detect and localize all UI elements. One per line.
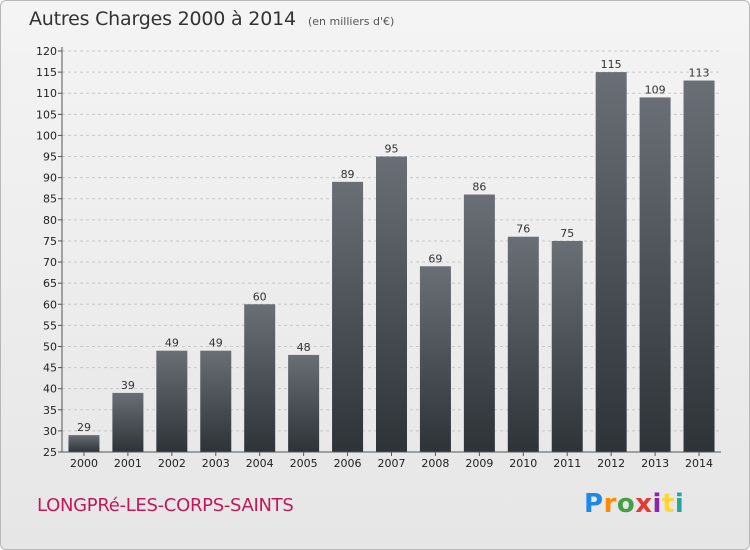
y-tick-label: 50	[43, 340, 57, 353]
x-tick-label: 2000	[70, 457, 98, 470]
y-tick-label: 75	[43, 235, 57, 248]
data-label: 49	[165, 337, 179, 350]
y-tick-label: 100	[36, 129, 57, 142]
x-tick-label: 2013	[641, 457, 669, 470]
data-label: 109	[645, 83, 666, 96]
x-tick-label: 2011	[553, 457, 581, 470]
y-tick-label: 90	[43, 172, 57, 185]
bar-2014	[683, 80, 715, 453]
data-label: 39	[121, 379, 135, 392]
data-label: 86	[472, 181, 486, 194]
data-label: 76	[516, 223, 530, 236]
town-name: LONGPRé-LES-CORPS-SAINTS	[37, 495, 294, 516]
x-tick-label: 2003	[202, 457, 230, 470]
x-tick-label: 2002	[158, 457, 186, 470]
axes: 25 30 35 40 45 50 55 60 65 70 75 80 85 90 95 100 105 110 1…	[36, 45, 721, 470]
data-label: 49	[209, 337, 223, 350]
y-tick-label: 80	[43, 214, 57, 227]
y-tick-label: 70	[43, 256, 57, 269]
bar-2005	[288, 354, 320, 452]
data-label: 60	[253, 290, 267, 303]
y-tick-label: 110	[36, 87, 57, 100]
y-tick-label: 45	[43, 362, 57, 375]
y-tick-label: 95	[43, 151, 57, 164]
data-label: 69	[428, 252, 442, 265]
x-tick-label: 2006	[334, 457, 362, 470]
bar-2008	[419, 266, 451, 452]
bar-2009	[463, 194, 495, 452]
data-label: 75	[560, 227, 574, 240]
bar-2000	[68, 435, 100, 452]
bars: 29 39 49 49 60 48 89 95 69 86 76 75 115 109 113	[68, 58, 715, 453]
bar-2010	[507, 236, 539, 452]
bar-2004	[244, 304, 276, 452]
bar-2007	[376, 156, 407, 453]
x-tick-label: 2012	[597, 457, 625, 470]
y-tick-label: 60	[43, 298, 57, 311]
bar-2003	[200, 350, 232, 452]
chart-title: Autres Charges 2000 à 2014	[29, 8, 296, 30]
y-tick-label: 30	[43, 425, 57, 438]
data-label: 89	[341, 168, 355, 181]
y-tick-label: 65	[43, 277, 57, 290]
y-tick-label: 115	[36, 66, 57, 79]
y-tick-label: 25	[43, 446, 57, 459]
chart-unit: (en milliers d'€)	[308, 15, 395, 28]
x-tick-label: 2005	[290, 457, 318, 470]
bar-2011	[551, 240, 583, 452]
x-tick-label: 2001	[114, 457, 142, 470]
bar-2001	[112, 392, 144, 452]
bar-2006	[332, 181, 364, 452]
y-tick-label: 105	[36, 108, 57, 121]
y-tick-label: 85	[43, 193, 57, 206]
bar-2002	[156, 350, 188, 452]
data-label: 115	[601, 58, 622, 71]
data-label: 113	[689, 67, 710, 80]
x-tick-label: 2008	[421, 457, 449, 470]
y-tick-label: 120	[36, 45, 57, 58]
y-tick-label: 35	[43, 404, 57, 417]
proxiti-logo[interactable]: Proxiti	[584, 489, 685, 519]
x-tick-label: 2009	[465, 457, 493, 470]
data-label: 95	[385, 143, 399, 156]
x-tick-label: 2010	[509, 457, 537, 470]
y-tick-label: 55	[43, 319, 57, 332]
bar-2013	[639, 97, 671, 452]
data-label: 48	[297, 341, 311, 354]
bar-2012	[595, 72, 627, 453]
x-tick-label: 2004	[246, 457, 274, 470]
x-tick-label: 2014	[685, 457, 713, 470]
x-tick-label: 2007	[378, 457, 406, 470]
y-tick-label: 40	[43, 383, 57, 396]
data-label: 29	[77, 421, 91, 434]
